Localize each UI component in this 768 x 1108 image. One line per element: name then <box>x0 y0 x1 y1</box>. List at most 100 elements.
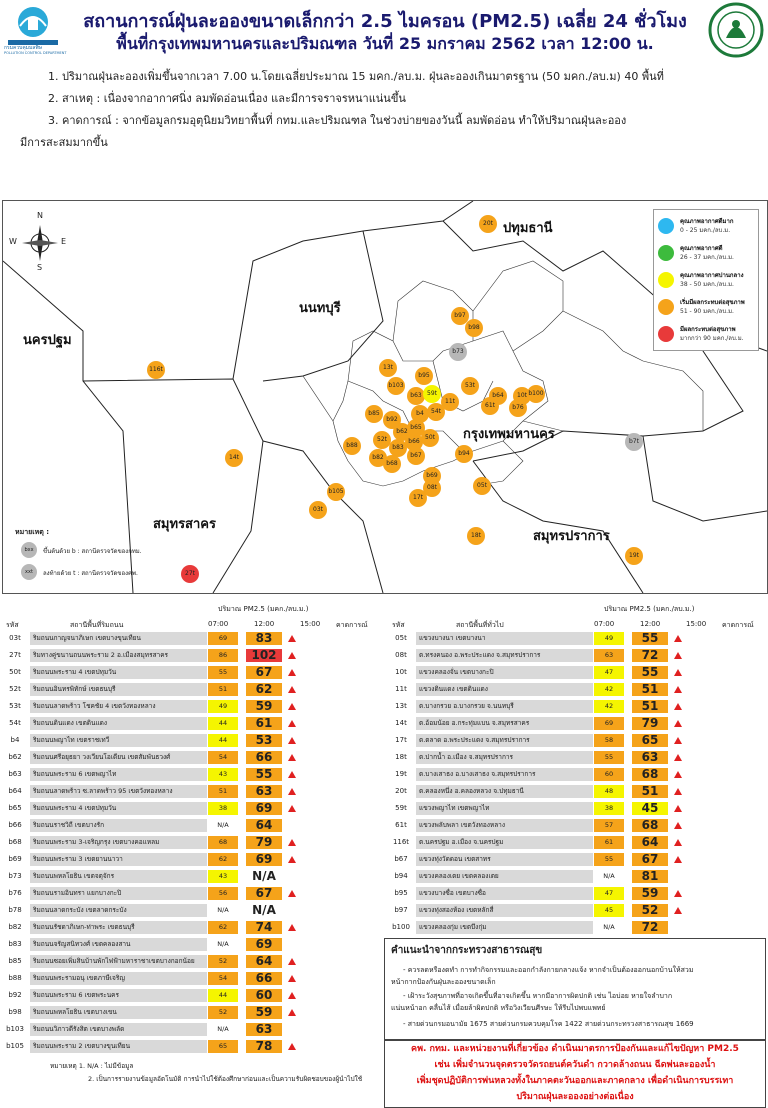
value-1200: 65 <box>632 734 668 747</box>
station-name: ริมถนนพระราม 3-เจริญกรุง เขตบางคอแหลม <box>30 836 207 849</box>
value-0700: 54 <box>208 972 238 985</box>
advice-line: - สายด่วนกรมอนามัย 1675 สายด่วนกรมควบคุม… <box>403 1020 694 1028</box>
value-1200: 83 <box>246 632 282 645</box>
station-name: ต.คลองหนึ่ง อ.คลองหลวง จ.ปทุมธานี <box>416 785 593 798</box>
trend-up-icon <box>288 754 296 761</box>
station-marker-b83: b83 <box>389 439 407 457</box>
value-1200: N/A <box>246 870 282 883</box>
value-0700: N/A <box>208 938 238 951</box>
value-0700: N/A <box>594 921 624 934</box>
trend-up-icon <box>288 805 296 812</box>
station-code: 14t <box>395 719 407 727</box>
col-code-header: รหัส <box>6 621 19 629</box>
station-marker-116t: 116t <box>147 361 165 379</box>
value-1200: 59 <box>632 887 668 900</box>
station-code: b65 <box>8 804 22 812</box>
station-marker-13t: 13t <box>379 359 397 377</box>
page-subtitle: พื้นที่กรุงเทพมหานครและปริมณฑล วันที่ 25… <box>116 34 654 53</box>
trend-up-icon <box>288 635 296 642</box>
station-name: ริมถนนพระราม 6 เขตพระนคร <box>30 989 207 1002</box>
value-0700: 86 <box>208 649 238 662</box>
station-code: b73 <box>8 872 22 880</box>
value-1200: 51 <box>632 700 668 713</box>
station-name: ต.บางกรวย อ.บางกรวย จ.นนทบุรี <box>416 700 593 713</box>
value-1200: 53 <box>246 734 282 747</box>
value-0700: 38 <box>594 802 624 815</box>
value-1200: 63 <box>632 751 668 764</box>
advice-line: - เฝ้าระวังสุขภาพที่อาจเกิดขึ้นที่อาจเกิ… <box>403 992 673 1000</box>
advice-line: หน้ากากป้องกันฝุ่นละอองขนาดเล็ก <box>391 978 496 986</box>
legend-title: คุณภาพอากาศดีมาก <box>680 218 734 225</box>
legend-title: คุณภาพอากาศปานกลาง <box>680 272 744 279</box>
station-code: b67 <box>394 855 408 863</box>
value-0700: 57 <box>594 819 624 832</box>
value-1200: 72 <box>632 649 668 662</box>
value-1200: 81 <box>632 870 668 883</box>
value-0700: 38 <box>208 802 238 815</box>
trend-up-icon <box>288 788 296 795</box>
col-07-header: 07:00 <box>594 620 615 628</box>
trend-up-icon <box>674 737 682 744</box>
legend-dot-icon <box>658 218 674 234</box>
trend-up-icon <box>288 992 296 999</box>
trend-up-icon <box>288 958 296 965</box>
compass-west: W <box>9 237 17 246</box>
station-code: b95 <box>394 889 408 897</box>
key-t-sample-icon: xxt <box>21 564 37 580</box>
value-1200: 51 <box>632 785 668 798</box>
station-marker-b76: b76 <box>509 399 527 417</box>
station-code: b62 <box>8 753 22 761</box>
station-code: b85 <box>8 957 22 965</box>
value-1200: 62 <box>246 683 282 696</box>
station-code: 10t <box>395 668 407 676</box>
value-0700: 44 <box>208 734 238 747</box>
value-1200: 64 <box>632 836 668 849</box>
station-name: ริมถนนพหลโยธิน เขตจตุจักร <box>30 870 207 883</box>
value-1200: 74 <box>246 921 282 934</box>
station-code: 08t <box>395 651 407 659</box>
trend-up-icon <box>288 856 296 863</box>
advice-line: - ควรลดหรืองดทำ การทำกิจกรรมและออกกำลังก… <box>403 966 694 974</box>
pcd-logo-icon <box>8 7 58 45</box>
station-code: b97 <box>394 906 408 914</box>
value-0700: N/A <box>208 1023 238 1036</box>
legend-dot-icon <box>658 299 674 315</box>
province-pathum-label: ปทุมธานี <box>503 221 553 236</box>
trend-up-icon <box>288 890 296 897</box>
note-line: 2. สาเหตุ : เนื่องจากอากาศนิ่ง ลมพัดอ่อน… <box>48 92 406 105</box>
value-0700: 55 <box>594 853 624 866</box>
station-marker-b4: b4 <box>411 405 429 423</box>
unit-header-right: ปริมาณ PM2.5 (มคก./ลบ.ม.) <box>604 605 695 613</box>
value-0700: 42 <box>594 683 624 696</box>
value-0700: 63 <box>594 649 624 662</box>
value-0700: 56 <box>208 887 238 900</box>
value-0700: 69 <box>208 632 238 645</box>
station-name: แขวงพลับพลา เขตวังทองหลาง <box>416 819 593 832</box>
value-0700: 61 <box>594 836 624 849</box>
note-line: 3. คาดการณ์ : จากข้อมูลกรมอุตุนิยมวิทยาพ… <box>48 114 627 127</box>
map-key: หมายเหตุ : bxx ขึ้นต้นด้วย b : สถานีตรวจ… <box>15 527 142 582</box>
trend-up-icon <box>674 669 682 676</box>
value-0700: 48 <box>594 785 624 798</box>
value-0700: 55 <box>594 751 624 764</box>
station-code: 11t <box>395 685 407 693</box>
station-marker-b73: b73 <box>449 343 467 361</box>
station-name: ริมถนนจรัญสนิทวงศ์ เขตคลองสาน <box>30 938 207 951</box>
station-marker-b67: b67 <box>407 447 425 465</box>
station-marker-b103: b103 <box>387 377 405 395</box>
value-0700: 47 <box>594 887 624 900</box>
trend-up-icon <box>288 975 296 982</box>
station-marker-54t: 54t <box>427 403 445 421</box>
value-0700: 58 <box>594 734 624 747</box>
page-title: สถานการณ์ฝุ่นละอองขนาดเล็กกว่า 2.5 ไมครอ… <box>83 11 687 32</box>
col-07-header: 07:00 <box>208 620 229 628</box>
trend-up-icon <box>674 703 682 710</box>
pm25-map: N S W E ปทุมธานี นนทบุรี นครปฐม กรุงเทพม… <box>2 200 768 594</box>
station-name: แขวงดินแดง เขตดินแดง <box>416 683 593 696</box>
value-1200: 66 <box>246 751 282 764</box>
value-1200: 79 <box>632 717 668 730</box>
station-code: b94 <box>394 872 408 880</box>
station-marker-53t: 53t <box>461 377 479 395</box>
station-name: แขวงพญาไท เขตพญาไท <box>416 802 593 815</box>
station-marker-14t: 14t <box>225 449 243 467</box>
